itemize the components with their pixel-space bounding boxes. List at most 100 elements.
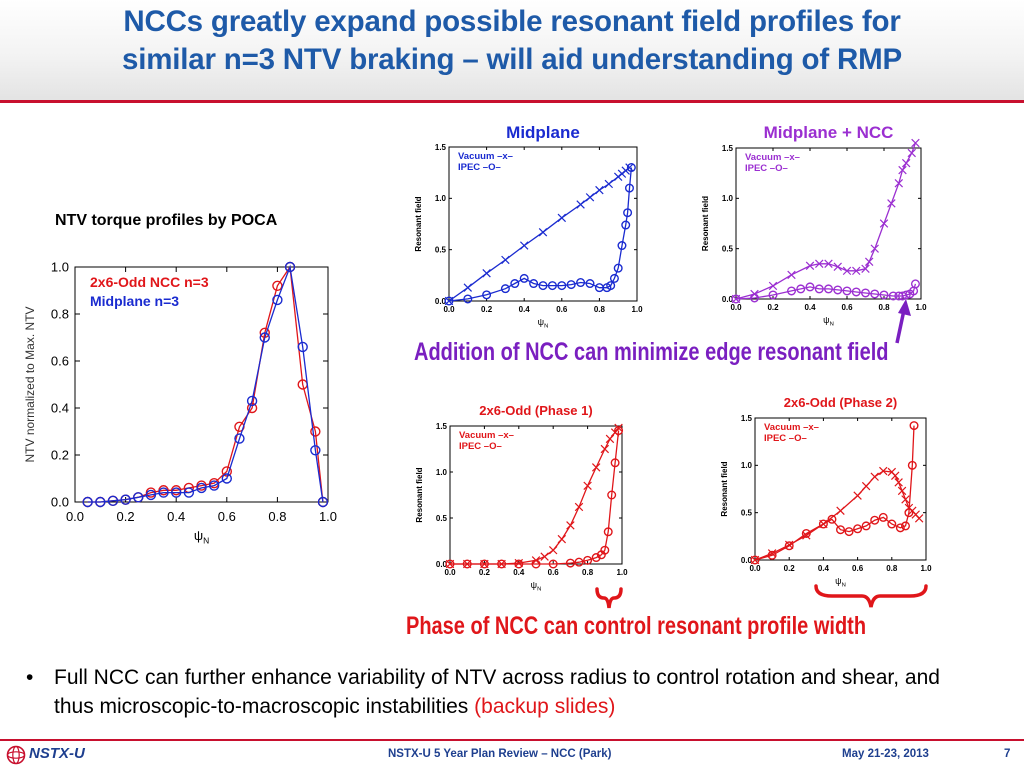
ntv-x-tick-label: 1.0 bbox=[319, 509, 337, 524]
phase1-series-1-point bbox=[497, 559, 507, 569]
ntv-series-1-point bbox=[196, 482, 207, 494]
phase2-resonant-chart: 0.0 0.2 0.4 0.6 0.8 1.0 0.0 0.5 1.0 1.5 ψN Resonant… bbox=[720, 395, 932, 588]
midplane-series-0-point bbox=[604, 179, 614, 189]
ntv-x-tick-label: 0.6 bbox=[218, 509, 236, 524]
midplane-ncc-series-0-point bbox=[815, 259, 824, 268]
ntv-series-1-point bbox=[82, 496, 93, 508]
ntv-series-1-point bbox=[120, 494, 131, 505]
midplane-ncc-series-1-point bbox=[805, 282, 815, 292]
midplane-ncc-plot-frame bbox=[735, 147, 922, 300]
phase1-series-1-point bbox=[479, 559, 489, 569]
ntv-y-tick-label: 0.0 bbox=[51, 495, 69, 510]
brace-phase1-icon bbox=[595, 587, 623, 609]
phase1-series-0-point bbox=[557, 534, 567, 544]
phase2-series-0-point bbox=[861, 481, 871, 491]
ntv-x-tick-label: 0.2 bbox=[117, 509, 135, 524]
ntv-series-0-point bbox=[221, 466, 233, 477]
footer-center-text: NSTX-U 5 Year Plan Review – NCC (Park) bbox=[388, 748, 612, 760]
ntv-series-1-point bbox=[272, 294, 283, 306]
midplane-x-tick-label: 0.0 bbox=[443, 305, 455, 314]
midplane-ncc-x-axis-label: ψN bbox=[823, 315, 834, 327]
ntv-series-1-point bbox=[234, 433, 245, 444]
midplane-ncc-series-0-point bbox=[824, 259, 833, 268]
midplane-ncc-series-1-point bbox=[786, 286, 796, 296]
midplane-ncc-series-1-point bbox=[823, 284, 833, 294]
midplane-series-1-point bbox=[617, 241, 627, 251]
ntv-plot-frame bbox=[74, 266, 329, 503]
phase2-series-1-point bbox=[784, 541, 794, 551]
midplane-ncc-series-0-point bbox=[787, 270, 796, 280]
midplane-ncc-series-0-point bbox=[887, 199, 896, 208]
phase1-x-tick-label: 1.0 bbox=[616, 568, 628, 577]
ntv-series-1-point bbox=[170, 487, 182, 498]
phase1-y-tick-label: 0.0 bbox=[436, 560, 448, 569]
phase1-x-tick-label: 0.8 bbox=[582, 568, 594, 577]
midplane-ncc-series-0-point bbox=[907, 148, 916, 158]
phase1-series-1-line bbox=[450, 430, 620, 565]
midplane-y-tick-label: 0.5 bbox=[435, 245, 447, 254]
midplane-ncc-series-0-point bbox=[842, 266, 852, 276]
footer-date: May 21-23, 2013 bbox=[842, 748, 929, 760]
midplane-ncc-series-0-point bbox=[805, 261, 815, 271]
header-divider bbox=[0, 100, 1024, 103]
phase2-series-1-point bbox=[818, 519, 828, 529]
phase2-x-tick-label: 0.0 bbox=[749, 564, 761, 573]
ntv-series-1-point bbox=[259, 332, 270, 343]
phase-annotation: Phase of NCC can control resonant profil… bbox=[406, 612, 867, 640]
phase1-series-0-point bbox=[600, 444, 610, 454]
phase2-chart-title: 2x6-Odd (Phase 2) bbox=[784, 395, 897, 410]
ntv-series-1-point bbox=[208, 480, 220, 491]
midplane-series-1-point bbox=[500, 284, 510, 294]
phase1-y-tick-label: 1.5 bbox=[436, 422, 448, 431]
phase2-x-tick-label: 1.0 bbox=[920, 564, 932, 573]
ntv-series-1-point bbox=[297, 341, 308, 353]
phase1-series-1-point bbox=[445, 559, 455, 569]
ntv-series-1-point bbox=[246, 395, 258, 407]
phase1-resonant-chart: 0.0 0.2 0.4 0.6 0.8 1.0 0.0 0.5 1.0 1.5 ψN Resonant… bbox=[415, 403, 628, 592]
ntv-y-tick-label: 0.8 bbox=[51, 307, 69, 322]
midplane-ncc-x-tick-label: 0.8 bbox=[878, 303, 890, 312]
slide-title-line-2: similar n=3 NTV braking – will aid under… bbox=[122, 43, 902, 76]
phase1-x-tick-label: 0.0 bbox=[444, 568, 456, 577]
midplane-legend-1: IPEC –O– bbox=[458, 162, 501, 173]
midplane-ncc-series-1-point bbox=[842, 286, 852, 296]
phase1-series-0-point bbox=[605, 434, 615, 444]
ntv-x-tick-label: 0.8 bbox=[268, 509, 286, 524]
phase1-series-0-point bbox=[540, 552, 549, 561]
midplane-ncc-series-1-point bbox=[750, 293, 760, 303]
ncc-annotation: Addition of NCC can minimize edge resona… bbox=[414, 338, 889, 366]
midplane-series-1-point bbox=[547, 281, 557, 291]
midplane-y-axis-label: Resonant field bbox=[414, 196, 423, 251]
midplane-series-1-point bbox=[621, 220, 631, 230]
midplane-series-0-point bbox=[482, 269, 491, 278]
phase1-series-0-point bbox=[574, 502, 584, 512]
phase1-series-0-point bbox=[614, 423, 623, 433]
phase2-series-0-point bbox=[879, 466, 888, 476]
midplane-ncc-series-1-point bbox=[910, 279, 920, 289]
midplane-ncc-x-tick-label: 0.6 bbox=[841, 303, 853, 312]
phase2-x-tick-label: 0.8 bbox=[886, 564, 898, 573]
phase2-legend-1: IPEC –O– bbox=[764, 433, 807, 444]
midplane-ncc-chart-title: Midplane + NCC bbox=[764, 123, 894, 142]
ntv-series-1-point bbox=[310, 445, 321, 456]
phase1-plot-frame bbox=[449, 425, 623, 565]
phase1-series-1-point bbox=[565, 558, 575, 568]
phase2-series-1-point bbox=[904, 508, 914, 518]
midplane-ncc-y-tick-label: 0.5 bbox=[722, 244, 734, 253]
ntv-series-1-point bbox=[221, 473, 233, 484]
midplane-series-1-point bbox=[529, 279, 539, 289]
midplane-ncc-series-1-point bbox=[879, 290, 889, 300]
up-arrow-icon bbox=[895, 299, 911, 344]
midplane-ncc-series-0-point bbox=[898, 165, 907, 175]
phase2-series-1-point bbox=[750, 555, 760, 565]
midplane-legend-0: Vacuum –x– bbox=[458, 151, 513, 162]
phase2-series-1-point bbox=[853, 524, 863, 534]
bullet-text: Full NCC can further enhance variability… bbox=[54, 666, 940, 718]
phase2-series-0-point bbox=[901, 495, 910, 504]
phase2-series-0-point bbox=[894, 478, 903, 487]
phase2-series-1-point bbox=[900, 521, 910, 531]
ntv-torque-chart: 0.0 0.2 0.4 0.6 0.8 1.0 0.0 0.2 0.4 0.6 0.8 1.0 ψN NT… bbox=[23, 260, 337, 546]
midplane-series-1-point bbox=[585, 279, 595, 289]
phase1-y-tick-label: 1.0 bbox=[436, 468, 448, 477]
midplane-ncc-y-tick-label: 0.0 bbox=[722, 295, 734, 304]
